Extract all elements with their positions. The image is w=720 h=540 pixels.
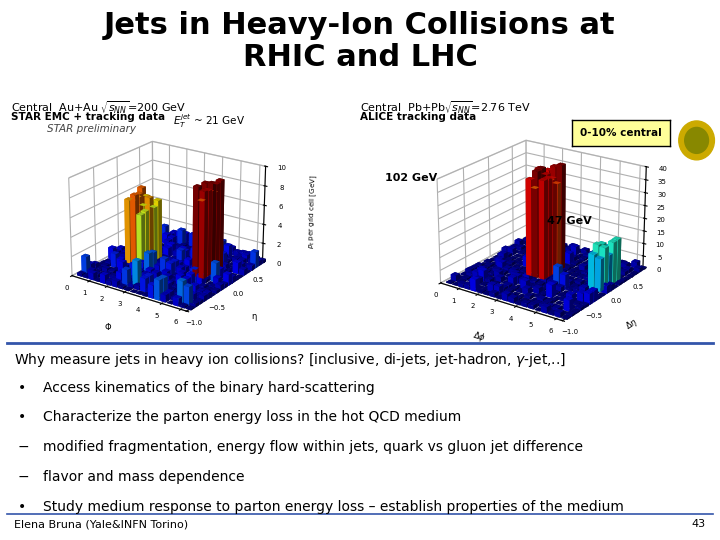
X-axis label: $\Delta\phi$: $\Delta\phi$ bbox=[472, 328, 487, 345]
Text: 102 GeV: 102 GeV bbox=[385, 173, 438, 183]
X-axis label: Φ: Φ bbox=[104, 323, 111, 333]
Text: Central  Pb+Pb$\sqrt{s_{NN}}$=2.76 TeV: Central Pb+Pb$\sqrt{s_{NN}}$=2.76 TeV bbox=[360, 100, 531, 116]
Y-axis label: η: η bbox=[251, 312, 257, 321]
Text: STAR preliminary: STAR preliminary bbox=[47, 124, 136, 134]
Circle shape bbox=[685, 127, 708, 153]
Text: Why measure jets in heavy ion collisions? [inclusive, di-jets, jet-hadron, $\gam: Why measure jets in heavy ion collisions… bbox=[14, 351, 567, 369]
Text: 0-10% central: 0-10% central bbox=[580, 128, 662, 138]
Circle shape bbox=[679, 121, 714, 160]
Text: flavor and mass dependence: flavor and mass dependence bbox=[43, 470, 245, 484]
Text: •: • bbox=[18, 500, 26, 514]
Text: Characterize the parton energy loss in the hot QCD medium: Characterize the parton energy loss in t… bbox=[43, 410, 462, 424]
Text: •: • bbox=[18, 381, 26, 395]
Text: 43: 43 bbox=[691, 519, 706, 530]
Text: ALICE tracking data: ALICE tracking data bbox=[360, 112, 476, 122]
Text: −: − bbox=[18, 440, 30, 454]
Text: Central  Au+Au $\sqrt{s_{NN}}$=200 GeV: Central Au+Au $\sqrt{s_{NN}}$=200 GeV bbox=[11, 100, 186, 116]
Text: •: • bbox=[18, 410, 26, 424]
Text: modified fragmentation, energy flow within jets, quark vs gluon jet difference: modified fragmentation, energy flow with… bbox=[43, 440, 583, 454]
Y-axis label: $\Delta\eta$: $\Delta\eta$ bbox=[624, 315, 641, 333]
Text: −: − bbox=[18, 470, 30, 484]
Text: Jets in Heavy-Ion Collisions at: Jets in Heavy-Ion Collisions at bbox=[104, 11, 616, 40]
Text: 47 GeV: 47 GeV bbox=[547, 216, 592, 226]
Text: $E_T^{jet}$ ~ 21 GeV: $E_T^{jet}$ ~ 21 GeV bbox=[173, 112, 245, 130]
Text: Study medium response to parton energy loss – establish properties of the medium: Study medium response to parton energy l… bbox=[43, 500, 624, 514]
Text: Access kinematics of the binary hard-scattering: Access kinematics of the binary hard-sca… bbox=[43, 381, 375, 395]
Text: STAR EMC + tracking data: STAR EMC + tracking data bbox=[11, 112, 165, 122]
Text: RHIC and LHC: RHIC and LHC bbox=[243, 43, 477, 72]
Text: Elena Bruna (Yale&INFN Torino): Elena Bruna (Yale&INFN Torino) bbox=[14, 519, 189, 530]
